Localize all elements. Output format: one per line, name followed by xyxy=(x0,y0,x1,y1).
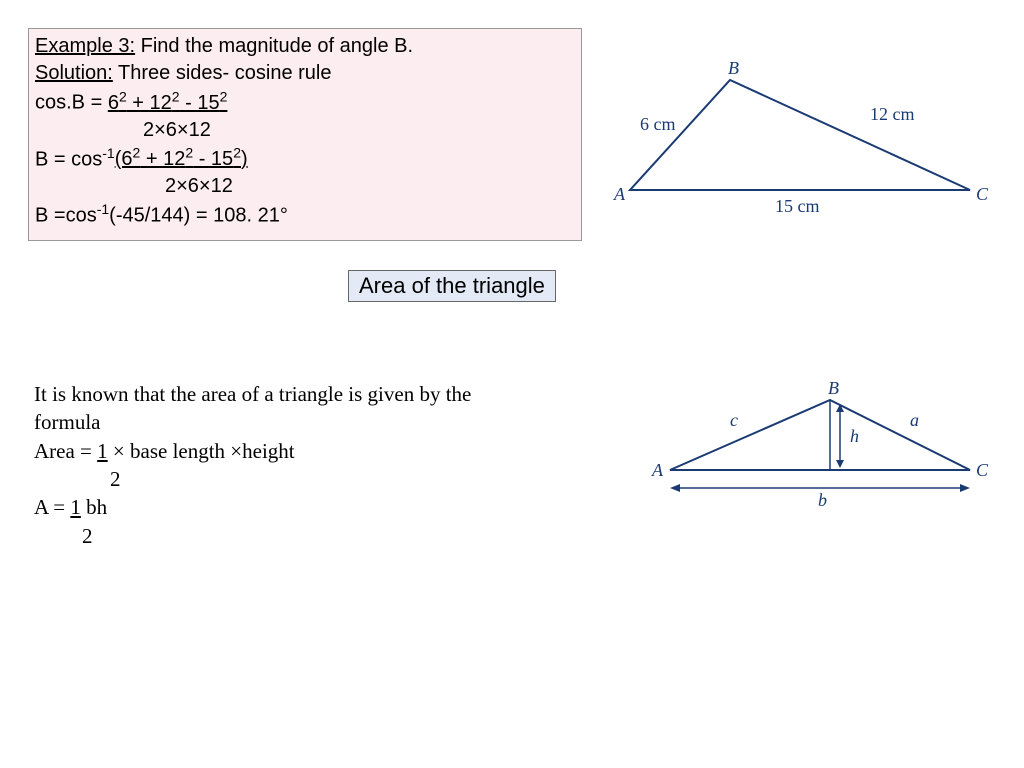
t: A = xyxy=(34,495,70,519)
solution-label: Solution: xyxy=(35,62,113,84)
triangle-shape xyxy=(630,80,970,190)
t: bh xyxy=(81,495,107,519)
sup: 2 xyxy=(119,88,127,104)
area-line6: 2 xyxy=(34,522,574,550)
t: × base length ×height xyxy=(108,439,295,463)
t: ) xyxy=(241,148,248,170)
sup: 2 xyxy=(220,88,228,104)
area-line1: It is known that the area of a triangle … xyxy=(34,380,574,408)
solution-line: Solution: Three sides- cosine rule xyxy=(35,60,575,87)
vertex-c2-label: C xyxy=(976,460,989,480)
example-title: Example 3: Find the magnitude of angle B… xyxy=(35,33,575,60)
t: cos.B = xyxy=(35,92,108,114)
side-ac-label: 15 cm xyxy=(775,196,820,216)
arrowhead-down-icon xyxy=(836,460,844,468)
vertex-a2-label: A xyxy=(651,460,664,480)
t: + 12 xyxy=(127,92,172,114)
vertex-b-label: B xyxy=(728,60,739,78)
sup: 2 xyxy=(233,145,241,161)
area-line4: 2 xyxy=(34,465,574,493)
t: + 12 xyxy=(140,148,185,170)
inv-cos-numerator: B = cos-1(62 + 122 - 152) xyxy=(35,144,575,174)
side-c-label: c xyxy=(730,410,738,430)
area-formula-text: It is known that the area of a triangle … xyxy=(34,380,574,550)
cos-numerator: cos.B = 62 + 122 - 152 xyxy=(35,87,575,117)
t: (-45/144) = 108. 21° xyxy=(109,205,288,227)
arrowhead-up-icon xyxy=(836,404,844,412)
sup: 2 xyxy=(172,88,180,104)
cos-denominator: 2×6×12 xyxy=(35,117,575,144)
t: - 15 xyxy=(180,92,220,114)
solution-text: Three sides- cosine rule xyxy=(113,62,332,84)
vertex-b2-label: B xyxy=(828,380,839,398)
example-label: Example 3: xyxy=(35,35,135,57)
section-title: Area of the triangle xyxy=(348,270,556,302)
vertex-a-label: A xyxy=(613,184,626,204)
sup: -1 xyxy=(102,145,114,161)
sup: -1 xyxy=(97,201,109,217)
sup: 2 xyxy=(185,145,193,161)
vertex-c-label: C xyxy=(976,184,989,204)
t: B =cos xyxy=(35,205,97,227)
side-a-label: a xyxy=(910,410,919,430)
height-h-label: h xyxy=(850,426,859,446)
area-line2: formula xyxy=(34,408,574,436)
t: - 15 xyxy=(193,148,233,170)
arrowhead-left-icon xyxy=(670,484,680,492)
area-line5: A = 1 bh xyxy=(34,493,574,521)
result-line: B =cos-1(-45/144) = 108. 21° xyxy=(35,200,575,230)
side-bc-label: 12 cm xyxy=(870,104,915,124)
t: (6 xyxy=(115,148,133,170)
t: Area = xyxy=(34,439,97,463)
t: 1 xyxy=(97,439,108,463)
t: B = cos xyxy=(35,148,102,170)
t: 6 xyxy=(108,92,119,114)
t: 1 xyxy=(70,495,81,519)
example-box: Example 3: Find the magnitude of angle B… xyxy=(28,28,582,241)
area-line3: Area = 1 × base length ×height xyxy=(34,437,574,465)
triangle-area-diagram: B A C c a h b xyxy=(640,380,1000,520)
side-ab-label: 6 cm xyxy=(640,114,676,134)
triangle-abc-diagram: B A C 6 cm 12 cm 15 cm xyxy=(600,60,1000,230)
arrowhead-right-icon xyxy=(960,484,970,492)
base-b-label: b xyxy=(818,490,827,510)
example-question: Find the magnitude of angle B. xyxy=(135,35,413,57)
inv-cos-denominator: 2×6×12 xyxy=(35,173,575,200)
triangle2-shape xyxy=(670,400,970,470)
